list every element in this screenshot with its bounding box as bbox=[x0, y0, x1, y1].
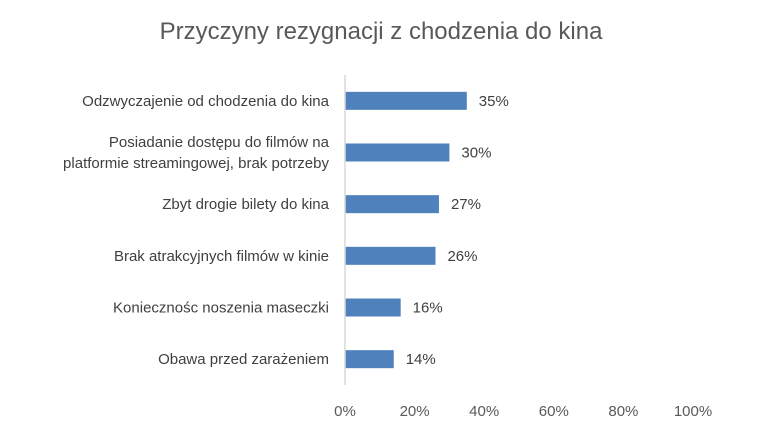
x-tick-label: 100% bbox=[674, 403, 712, 420]
bar bbox=[345, 350, 394, 369]
category-label: Brak atrakcyjnych filmów w kinie bbox=[114, 248, 329, 265]
bars-group bbox=[345, 91, 467, 369]
data-label: 26% bbox=[447, 248, 477, 265]
bar bbox=[345, 91, 467, 110]
category-label: Koniecznośc noszenia maseczki bbox=[113, 300, 329, 317]
data-labels-group: 35% 30% 27% 26% 16% 14% bbox=[406, 93, 509, 368]
x-tick-label: 0% bbox=[334, 403, 356, 420]
chart-title: Przyczyny rezygnacji z chodzenia do kina bbox=[159, 18, 603, 45]
x-tick-label: 40% bbox=[469, 403, 499, 420]
bar bbox=[345, 143, 450, 162]
category-label: Zbyt drogie bilety do kina bbox=[162, 196, 329, 213]
x-tick-label: 60% bbox=[539, 403, 569, 420]
data-label: 14% bbox=[406, 351, 436, 368]
data-label: 35% bbox=[479, 93, 509, 110]
category-label: Odzwyczajenie od chodzenia do kina bbox=[82, 93, 329, 110]
category-label: Posiadanie dostępu do filmów na platformi… bbox=[63, 134, 330, 172]
category-labels-group: Odzwyczajenie od chodzenia do kina Posiad… bbox=[63, 93, 330, 368]
bar bbox=[345, 195, 439, 214]
data-label: 30% bbox=[461, 145, 491, 162]
bar bbox=[345, 298, 401, 317]
bar bbox=[345, 246, 436, 265]
data-label: 27% bbox=[451, 196, 481, 213]
category-label: Obawa przed zarażeniem bbox=[158, 351, 329, 368]
x-tick-label: 80% bbox=[608, 403, 638, 420]
x-tick-labels-group: 0% 20% 40% 60% 80% 100% bbox=[334, 403, 712, 420]
x-tick-label: 20% bbox=[400, 403, 430, 420]
data-label: 16% bbox=[413, 300, 443, 317]
